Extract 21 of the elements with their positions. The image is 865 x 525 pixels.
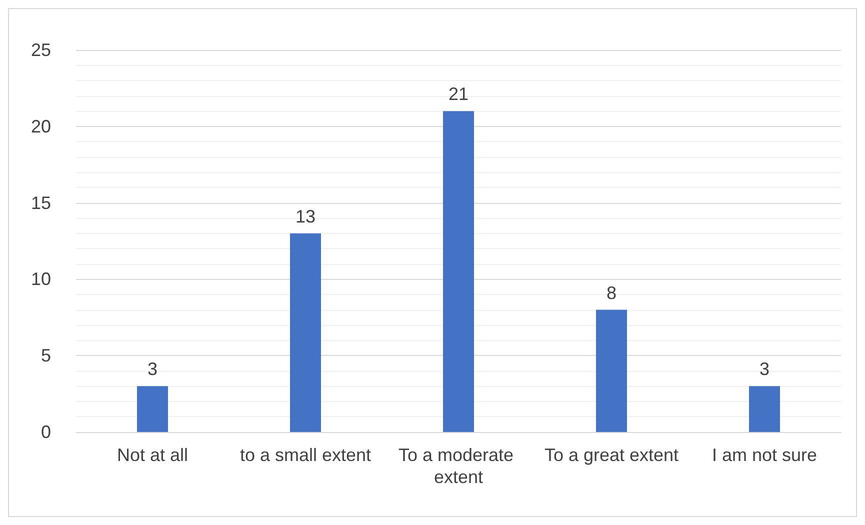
x-tick-label: Not at all [116,445,188,465]
bar [596,310,627,432]
bar [290,233,321,432]
x-tick-label: To a great extent [544,445,679,465]
data-label: 3 [147,359,158,380]
bar [443,111,474,432]
x-tick-label: To a moderate extent [398,445,519,487]
x-tick-label: to a small extent [240,445,372,465]
y-tick-label: 10 [30,269,51,290]
y-tick-label: 5 [40,346,51,366]
data-label: 8 [606,282,617,303]
y-tick-label: 0 [40,422,51,442]
data-label: 13 [295,206,316,226]
data-label: 21 [448,84,469,104]
data-label: 3 [759,359,770,380]
y-tick-label: 25 [30,40,51,60]
y-tick-label: 15 [30,192,51,213]
x-tick-label: I am not sure [712,445,818,465]
bar [749,386,780,432]
bar [137,386,168,432]
y-tick-label: 20 [30,116,51,136]
